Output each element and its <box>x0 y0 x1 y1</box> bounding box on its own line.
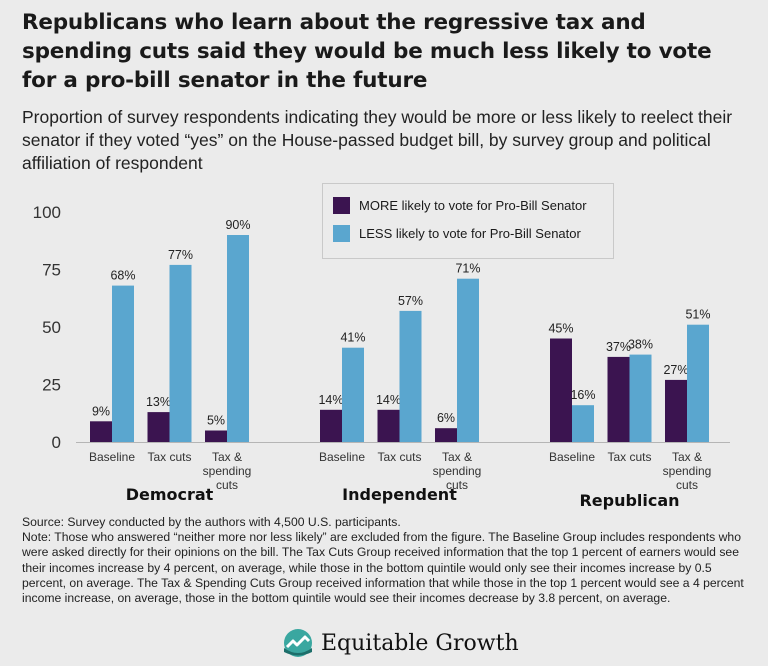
source-notes: Source: Survey conducted by the authors … <box>22 515 752 606</box>
bar-less <box>169 264 192 442</box>
data-label: 27% <box>663 363 688 377</box>
y-tick-label: 50 <box>42 318 61 337</box>
bar-less <box>399 310 422 442</box>
category-label: spending <box>663 464 712 478</box>
data-label: 13% <box>146 395 171 409</box>
note-text: Note: Those who answered “neither more n… <box>22 530 744 606</box>
bar-less <box>572 405 594 442</box>
category-label: Baseline <box>89 450 135 464</box>
bar-less <box>687 324 709 442</box>
bar-more <box>205 430 227 442</box>
chart-title: Republicans who learn about the regressi… <box>22 10 712 93</box>
data-label: 57% <box>398 294 423 308</box>
category-label: spending <box>203 464 252 478</box>
bar-more <box>435 428 457 442</box>
group-label: Republican <box>579 491 679 510</box>
data-label: 68% <box>110 269 135 283</box>
data-label: 90% <box>225 218 250 232</box>
data-label: 6% <box>437 411 455 425</box>
data-label: 16% <box>570 388 595 402</box>
bar-more <box>90 421 112 442</box>
bar-more <box>320 409 342 442</box>
logo-text: Equitable Growth <box>321 630 519 656</box>
data-label: 41% <box>340 331 365 345</box>
group-label: Democrat <box>126 485 214 504</box>
bar-more <box>550 338 572 442</box>
legend-item-more: MORE likely to vote for Pro-Bill Senator <box>333 196 587 214</box>
category-label: Tax & <box>442 450 472 464</box>
data-label: 14% <box>376 393 401 407</box>
source-line: Source: Survey conducted by the authors … <box>22 515 401 529</box>
category-label: Tax cuts <box>377 450 421 464</box>
data-label: 37% <box>606 340 631 354</box>
equitable-growth-logo-icon <box>284 629 312 657</box>
data-label: 51% <box>685 308 710 322</box>
data-label: 45% <box>548 322 573 336</box>
group-label: Independent <box>342 485 457 504</box>
data-label: 9% <box>92 404 110 418</box>
legend-label-more: MORE likely to vote for Pro-Bill Senator <box>359 197 587 213</box>
bar-chart: 0 25 50 75 100 9% 68% Baseline 13% 77% Tax cuts 5% 9… <box>33 203 730 510</box>
category-label: Baseline <box>549 450 595 464</box>
bar-less <box>457 278 479 442</box>
category-label: Tax cuts <box>147 450 191 464</box>
y-tick-label: 0 <box>52 433 61 452</box>
category-label: Tax & <box>212 450 242 464</box>
legend-label-less: LESS likely to vote for Pro-Bill Senator <box>359 225 581 241</box>
bar-less <box>227 235 249 442</box>
bar-less <box>629 354 652 442</box>
y-tick-label: 75 <box>42 261 61 280</box>
legend-swatch-less <box>333 224 350 242</box>
legend-item-less: LESS likely to vote for Pro-Bill Senator <box>333 224 581 242</box>
bar-more <box>607 356 630 442</box>
category-label: Tax & <box>672 450 702 464</box>
bar-more <box>147 412 170 442</box>
bar-less <box>342 347 364 442</box>
data-label: 5% <box>207 414 225 428</box>
data-label: 71% <box>455 262 480 276</box>
category-label: cuts <box>676 478 698 492</box>
category-label: cuts <box>216 478 238 492</box>
category-label: spending <box>433 464 482 478</box>
data-label: 38% <box>628 338 653 352</box>
logo: Equitable Growth <box>283 627 519 659</box>
bar-less <box>112 285 134 442</box>
bar-more <box>665 379 687 442</box>
legend: MORE likely to vote for Pro-Bill Senator… <box>322 183 614 259</box>
y-tick-label: 25 <box>42 376 61 395</box>
category-label: Tax cuts <box>607 450 651 464</box>
bar-more <box>377 409 400 442</box>
legend-swatch-more <box>333 196 350 214</box>
category-label: Baseline <box>319 450 365 464</box>
data-label: 77% <box>168 248 193 262</box>
data-label: 14% <box>318 393 343 407</box>
chart-subtitle: Proportion of survey respondents indicat… <box>22 107 733 173</box>
y-tick-label: 100 <box>33 203 61 222</box>
category-label: cuts <box>446 478 468 492</box>
